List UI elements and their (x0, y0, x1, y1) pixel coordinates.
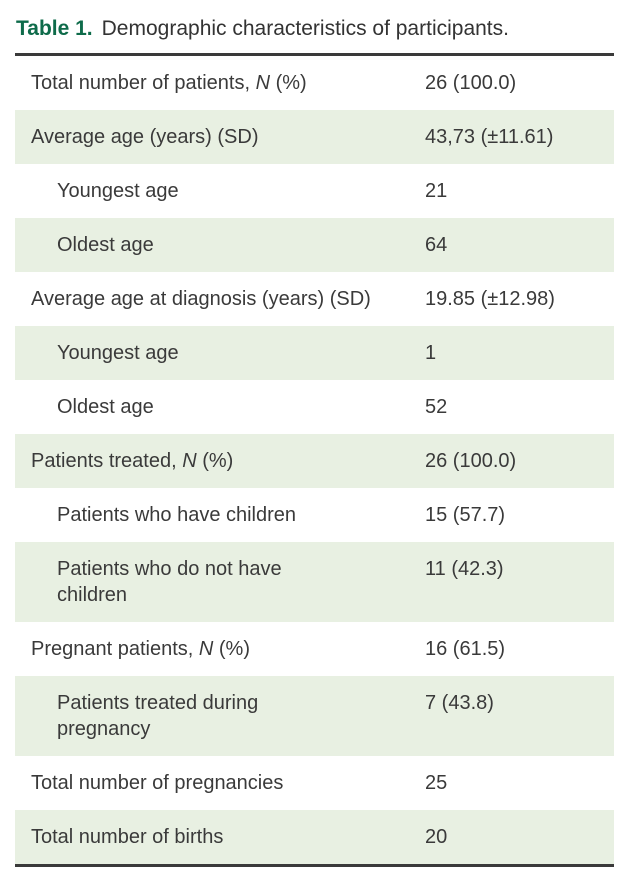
row-label: Total number of patients, N (%) (15, 70, 425, 96)
row-label-suffix: (%) (270, 72, 307, 94)
row-label-text: Average age (years) (SD) (31, 126, 259, 148)
row-value: 26 (100.0) (425, 72, 517, 94)
row-label-italic: N (198, 638, 214, 660)
row-label-text: Patients treated during pregnancy (57, 692, 259, 740)
table-row: Total number of patients, N (%) 26 (100.0… (15, 56, 614, 110)
row-label-text: Pregnant patients, (31, 638, 199, 660)
row-label-text: Patients who have children (57, 504, 297, 526)
row-label: Patients who have children (15, 502, 425, 528)
row-value: 52 (425, 396, 448, 418)
row-label-text: Total number of pregnancies (31, 772, 284, 794)
table-row: Youngest age 1 (15, 326, 614, 380)
row-label-text: Youngest age (57, 342, 179, 364)
table-row: Pregnant patients, N (%) 16 (61.5) (15, 622, 614, 676)
table-row: Oldest age 64 (15, 218, 614, 272)
table-row: Total number of pregnancies 25 (15, 756, 614, 810)
table-row: Oldest age 52 (15, 380, 614, 434)
row-value: 25 (425, 772, 448, 794)
row-label: Patients treated, N (%) (15, 448, 425, 474)
row-label-italic: N (182, 450, 197, 472)
table-row: Youngest age 21 (15, 164, 614, 218)
row-label-text: Patients who do not have children (57, 558, 282, 606)
row-label: Pregnant patients, N (%) (15, 636, 425, 662)
table-row: Average age (years) (SD) 43,73 (±11.61) (15, 110, 614, 164)
row-value: 16 (61.5) (425, 638, 506, 660)
table-row: Average age at diagnosis (years) (SD) 19.… (15, 272, 614, 326)
row-label-suffix: (%) (196, 450, 234, 472)
table-row: Patients treated during pregnancy 7 (43.8… (15, 676, 614, 756)
row-value: 19.85 (±12.98) (425, 288, 555, 310)
row-label-italic: N (255, 72, 271, 94)
row-value: 43,73 (±11.61) (425, 126, 554, 148)
bottom-rule (15, 864, 614, 867)
row-label: Youngest age (15, 340, 425, 366)
row-label: Total number of pregnancies (15, 770, 425, 796)
table-caption: Table 1. Demographic characteristics of p… (0, 0, 627, 53)
row-label-suffix: (%) (213, 638, 251, 660)
row-value: 1 (425, 342, 437, 364)
table-row: Patients who do not have children 11 (42.… (15, 542, 614, 622)
row-label-text: Average age at diagnosis (years) (SD) (31, 288, 371, 310)
table-row: Total number of births 20 (15, 810, 614, 864)
row-value: 11 (42.3) (425, 558, 504, 580)
row-label-text: Oldest age (57, 234, 154, 256)
table-caption-text: Demographic characteristics of participa… (101, 17, 509, 40)
row-label: Oldest age (15, 394, 425, 420)
row-label-text: Total number of births (31, 826, 224, 848)
table-number: Table 1. (16, 17, 93, 40)
row-label-text: Patients treated, (31, 450, 183, 472)
row-value: 15 (57.7) (425, 504, 506, 526)
row-value: 20 (425, 826, 448, 848)
row-label: Average age at diagnosis (years) (SD) (15, 286, 425, 312)
row-label-text: Total number of patients, (31, 72, 256, 94)
row-value: 7 (43.8) (425, 692, 494, 714)
table-body: Total number of patients, N (%) 26 (100.0… (0, 56, 627, 864)
row-value: 21 (425, 180, 448, 202)
row-label: Patients who do not have children (15, 556, 425, 608)
row-label: Patients treated during pregnancy (15, 690, 425, 742)
row-value: 64 (425, 234, 448, 256)
row-label-text: Youngest age (57, 180, 179, 202)
row-label: Total number of births (15, 824, 425, 850)
table-row: Patients treated, N (%) 26 (100.0) (15, 434, 614, 488)
table-row: Patients who have children 15 (57.7) (15, 488, 614, 542)
row-label: Oldest age (15, 232, 425, 258)
row-value: 26 (100.0) (425, 450, 517, 472)
top-rule (15, 53, 614, 56)
row-label: Youngest age (15, 178, 425, 204)
row-label-text: Oldest age (57, 396, 154, 418)
row-label: Average age (years) (SD) (15, 124, 425, 150)
